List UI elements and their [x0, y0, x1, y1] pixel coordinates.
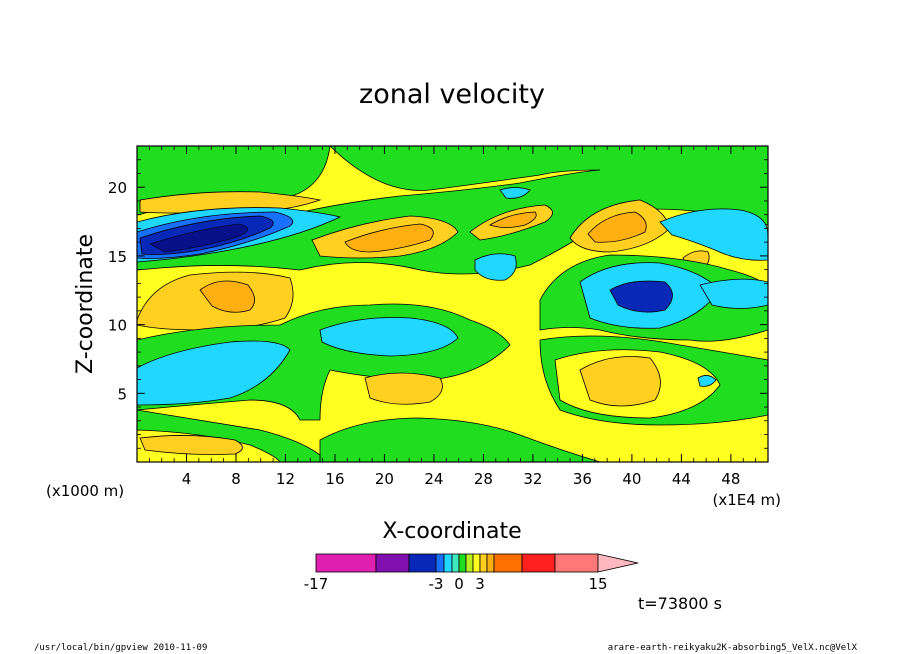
colorbar-box	[451, 553, 460, 573]
x-tick-label: 40	[622, 470, 641, 488]
colorbar-box	[479, 553, 488, 573]
field-region	[474, 253, 517, 281]
field-region	[149, 223, 248, 253]
colorbar-box	[554, 553, 599, 573]
x-axis: 4 8 12 16 20 24 28 32 36 40 44 48	[148, 146, 757, 488]
x-tick-label: 24	[424, 470, 443, 488]
colorbar-box	[493, 553, 523, 573]
colorbar-box	[443, 553, 453, 573]
field-region	[489, 211, 537, 228]
y-tick-label: 5	[117, 385, 127, 403]
colorbar-box	[472, 553, 481, 573]
field-region	[344, 223, 434, 253]
y-axis: 5 10 15 20	[108, 159, 768, 449]
plot-area	[137, 146, 768, 462]
colorbar-tick-label: 0	[454, 575, 464, 593]
y-unit-note: (x1000 m)	[46, 482, 124, 500]
footer-left: /usr/local/bin/gpview 2010-11-09	[34, 643, 207, 653]
colorbar-box	[521, 553, 556, 573]
plot-frame	[136, 145, 769, 463]
colorbar-box	[486, 553, 495, 573]
field-region	[609, 280, 673, 313]
field-region	[699, 278, 768, 309]
x-tick-label: 12	[276, 470, 295, 488]
y-tick-label: 20	[108, 179, 127, 197]
colorbar-tick-label: 3	[475, 575, 485, 593]
colorbar-box	[465, 553, 474, 573]
colorbar-tick-label: 15	[588, 575, 607, 593]
colorbar-extend-arrow	[597, 553, 639, 573]
x-tick-label: 20	[375, 470, 394, 488]
colorbar-box	[315, 553, 377, 573]
y-axis-label: Z-coordinate	[73, 234, 98, 374]
colorbar-tick-label: -17	[304, 575, 329, 593]
field-region	[659, 208, 768, 261]
footer-right: arare-earth-reikyaku2K-absorbing5_VelX.n…	[608, 643, 858, 653]
colorbar-box	[375, 553, 410, 573]
y-tick-label: 15	[108, 248, 127, 266]
field-region	[137, 340, 291, 406]
y-tick-label: 10	[108, 317, 127, 335]
colorbar-box	[435, 553, 445, 573]
colorbar-box	[458, 553, 467, 573]
x-tick-label: 16	[325, 470, 344, 488]
colorbar-tick-label: -3	[429, 575, 444, 593]
field-region	[587, 211, 647, 243]
field-region	[319, 417, 601, 462]
chart-title: zonal velocity	[359, 79, 545, 110]
x-tick-label: 8	[231, 470, 241, 488]
field-region	[199, 280, 255, 313]
colorbar-box	[408, 553, 437, 573]
x-tick-label: 32	[523, 470, 542, 488]
time-annotation: t=73800 s	[638, 594, 722, 613]
colorbar: -17 -3 0 3 15	[304, 553, 639, 593]
x-tick-label: 48	[721, 470, 740, 488]
field-region	[139, 435, 243, 455]
field-region	[364, 372, 443, 405]
field-region	[579, 356, 661, 407]
x-tick-label: 36	[573, 470, 592, 488]
field-region	[697, 375, 717, 387]
field-region	[499, 187, 531, 199]
x-axis-label: X-coordinate	[382, 519, 521, 544]
field-region	[319, 317, 459, 357]
x-tick-label: 28	[474, 470, 493, 488]
x-tick-label: 44	[672, 470, 691, 488]
x-unit-note: (x1E4 m)	[712, 491, 781, 509]
x-tick-label: 4	[182, 470, 192, 488]
